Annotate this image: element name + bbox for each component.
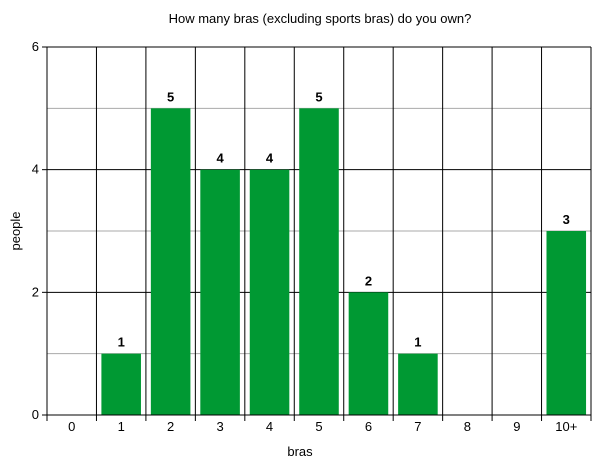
- x-tick-labels: 0 1 2 3 4 5 6 7 8 9 10+: [68, 419, 577, 434]
- bar: [249, 169, 290, 415]
- chart-title: How many bras (excluding sports bras) do…: [169, 11, 472, 26]
- x-tick-label: 7: [414, 419, 421, 434]
- bar: [546, 231, 587, 415]
- bar-data-label: 1: [118, 335, 125, 350]
- y-tick-label: 6: [32, 39, 39, 54]
- x-tick-label: 10+: [555, 419, 577, 434]
- bar: [348, 292, 389, 415]
- x-tick-label: 5: [315, 419, 322, 434]
- y-tick-label: 4: [32, 162, 39, 177]
- y-axis-label: people: [8, 211, 23, 250]
- bar-data-label: 1: [414, 335, 421, 350]
- x-tick-label: 3: [216, 419, 223, 434]
- y-tick-label: 0: [32, 407, 39, 422]
- bar: [150, 108, 191, 415]
- bar-data-label: 4: [216, 151, 224, 166]
- x-tick-label: 4: [266, 419, 273, 434]
- y-tick-labels: 0 2 4 6: [32, 39, 39, 422]
- bar-data-label: 3: [563, 212, 570, 227]
- y-tick-label: 2: [32, 284, 39, 299]
- x-tick-label: 1: [118, 419, 125, 434]
- bar-data-label: 2: [365, 273, 372, 288]
- bar: [200, 169, 240, 415]
- bar-data-label: 5: [315, 89, 322, 104]
- bar: [398, 353, 438, 415]
- bar: [101, 353, 141, 415]
- x-tick-label: 8: [464, 419, 471, 434]
- bar-data-label: 5: [167, 89, 174, 104]
- x-tick-label: 0: [68, 419, 75, 434]
- bar: [299, 108, 339, 415]
- x-tick-label: 2: [167, 419, 174, 434]
- axes: [42, 46, 592, 421]
- bars: [101, 108, 587, 415]
- x-axis-label: bras: [287, 444, 313, 459]
- x-tick-label: 6: [365, 419, 372, 434]
- bar-data-label: 4: [266, 151, 274, 166]
- x-tick-label: 9: [513, 419, 520, 434]
- bar-labels: 1 5 4 4 5 2 1 3: [118, 89, 570, 349]
